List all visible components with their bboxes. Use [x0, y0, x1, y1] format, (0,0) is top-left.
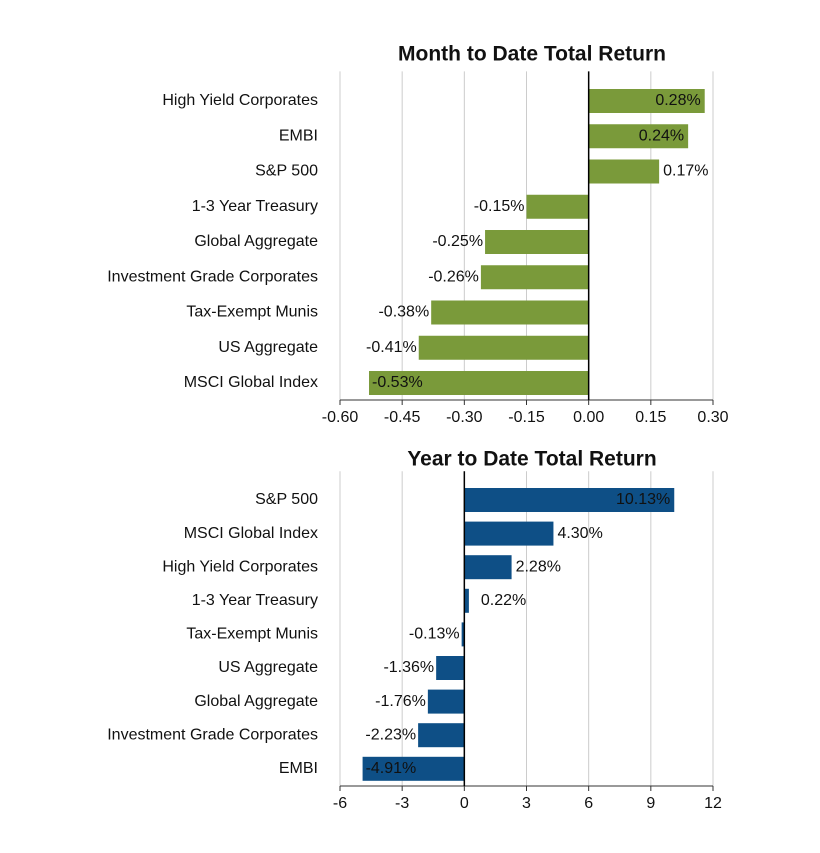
bar — [431, 300, 589, 325]
value-label: -0.13% — [409, 626, 460, 643]
value-label: -0.53% — [372, 374, 423, 391]
category-label: Investment Grade Corporates — [107, 268, 318, 285]
value-label: -0.15% — [474, 198, 525, 215]
x-tick-label: 6 — [584, 795, 593, 812]
x-tick-label: 3 — [522, 795, 531, 812]
bar — [427, 689, 465, 714]
value-label: 0.24% — [639, 127, 684, 144]
category-label: Global Aggregate — [194, 233, 318, 250]
bar — [526, 194, 589, 219]
bar — [588, 89, 705, 113]
value-label: -0.38% — [378, 304, 429, 321]
value-label: -1.76% — [375, 693, 426, 710]
bar — [436, 656, 465, 680]
category-label: Investment Grade Corporates — [107, 726, 318, 743]
value-label: -1.36% — [383, 659, 434, 676]
x-tick-label: -0.15 — [508, 409, 545, 426]
x-tick-label: 0 — [460, 795, 469, 812]
category-label: US Aggregate — [218, 339, 318, 356]
bar — [588, 159, 660, 184]
bar — [369, 371, 589, 395]
category-label: US Aggregate — [218, 659, 318, 676]
category-label: Global Aggregate — [194, 693, 318, 710]
value-label: -2.23% — [365, 726, 416, 743]
bar — [362, 756, 465, 781]
x-tick-label: -3 — [395, 795, 409, 812]
x-tick-label: 0.30 — [697, 409, 728, 426]
bar — [418, 723, 465, 748]
chart-title: Month to Date Total Return — [398, 43, 666, 66]
bar — [418, 335, 589, 360]
value-label: 4.30% — [557, 525, 602, 542]
x-tick-label: -0.45 — [384, 409, 421, 426]
category-label: High Yield Corporates — [162, 92, 318, 109]
value-label: -0.26% — [428, 268, 479, 285]
category-label: EMBI — [279, 127, 318, 144]
value-label: -4.91% — [366, 760, 417, 777]
value-label: 10.13% — [616, 491, 670, 508]
x-tick-label: -6 — [333, 795, 347, 812]
category-label: Tax-Exempt Munis — [186, 626, 318, 643]
category-label: MSCI Global Index — [184, 525, 318, 542]
category-label: EMBI — [279, 760, 318, 777]
bar — [461, 622, 465, 647]
category-label: 1-3 Year Treasury — [192, 198, 318, 215]
bar — [464, 555, 512, 580]
category-label: S&P 500 — [255, 163, 318, 180]
value-label: 0.28% — [655, 92, 700, 109]
chart-title: Year to Date Total Return — [407, 448, 656, 471]
x-tick-label: 0.15 — [635, 409, 666, 426]
value-label: 0.22% — [481, 592, 526, 609]
bar — [588, 124, 689, 149]
category-label: 1-3 Year Treasury — [192, 592, 318, 609]
x-tick-label: 9 — [646, 795, 655, 812]
bar — [480, 265, 589, 290]
bar — [464, 521, 554, 546]
category-label: Tax-Exempt Munis — [186, 304, 318, 321]
bar — [464, 588, 469, 613]
x-tick-label: -0.60 — [322, 409, 359, 426]
value-label: 2.28% — [516, 558, 561, 575]
category-label: High Yield Corporates — [162, 558, 318, 575]
bar — [485, 230, 589, 254]
category-label: MSCI Global Index — [184, 374, 318, 391]
category-label: S&P 500 — [255, 491, 318, 508]
value-label: -0.25% — [432, 233, 483, 250]
bar — [464, 488, 675, 512]
x-tick-label: 12 — [704, 795, 722, 812]
x-tick-label: -0.30 — [446, 409, 483, 426]
x-tick-label: 0.00 — [573, 409, 604, 426]
value-label: -0.41% — [366, 339, 417, 356]
value-label: 0.17% — [663, 163, 708, 180]
